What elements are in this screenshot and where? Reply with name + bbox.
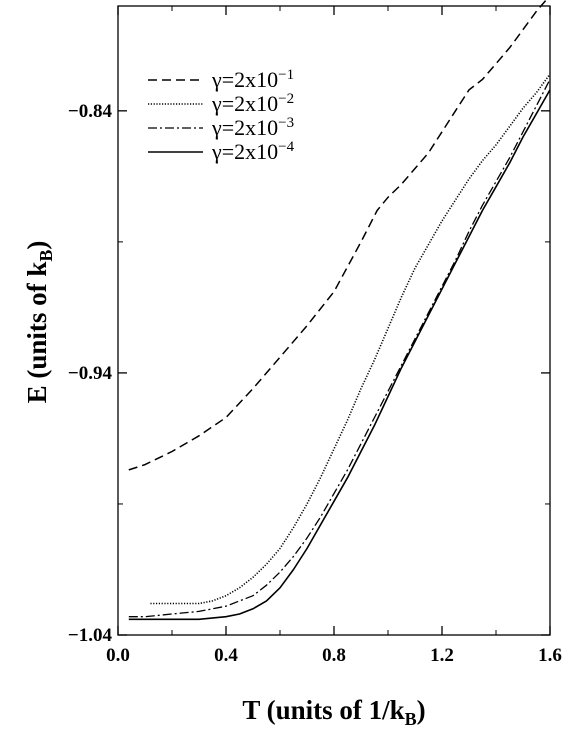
series-line-1 bbox=[128, 0, 548, 471]
y-axis-ticks: −0.84 −0.94 −1.04 bbox=[68, 101, 550, 646]
legend: γ=2x10−1γ=2x10−2γ=2x10−3γ=2x10−4 bbox=[148, 67, 295, 164]
series-line-4 bbox=[128, 89, 551, 621]
legend-label-3: γ=2x10−3 bbox=[211, 115, 294, 140]
x-tick-label: 0.0 bbox=[106, 645, 130, 666]
y-tick-label: −0.94 bbox=[68, 363, 113, 384]
legend-label-4: γ=2x10−4 bbox=[211, 139, 295, 164]
series-layer bbox=[128, 0, 551, 621]
x-axis-ticks: 0.0 0.4 0.8 1.2 1.6 bbox=[106, 6, 562, 666]
x-tick-label: 1.2 bbox=[430, 645, 454, 666]
legend-label-1: γ=2x10−1 bbox=[211, 67, 294, 92]
y-tick-label: −0.84 bbox=[68, 101, 113, 122]
series-line-2 bbox=[150, 73, 551, 605]
y-tick-label: −1.04 bbox=[68, 625, 113, 646]
x-tick-label: 1.6 bbox=[538, 645, 562, 666]
x-tick-label: 0.8 bbox=[322, 645, 346, 666]
x-axis-title: T (units of 1/kB) bbox=[242, 695, 425, 729]
y-axis-title: E (units of kB) bbox=[22, 241, 56, 404]
legend-label-2: γ=2x10−2 bbox=[211, 91, 294, 116]
series-line-3 bbox=[128, 79, 551, 618]
x-tick-label: 0.4 bbox=[214, 645, 238, 666]
plot-frame bbox=[117, 5, 551, 636]
